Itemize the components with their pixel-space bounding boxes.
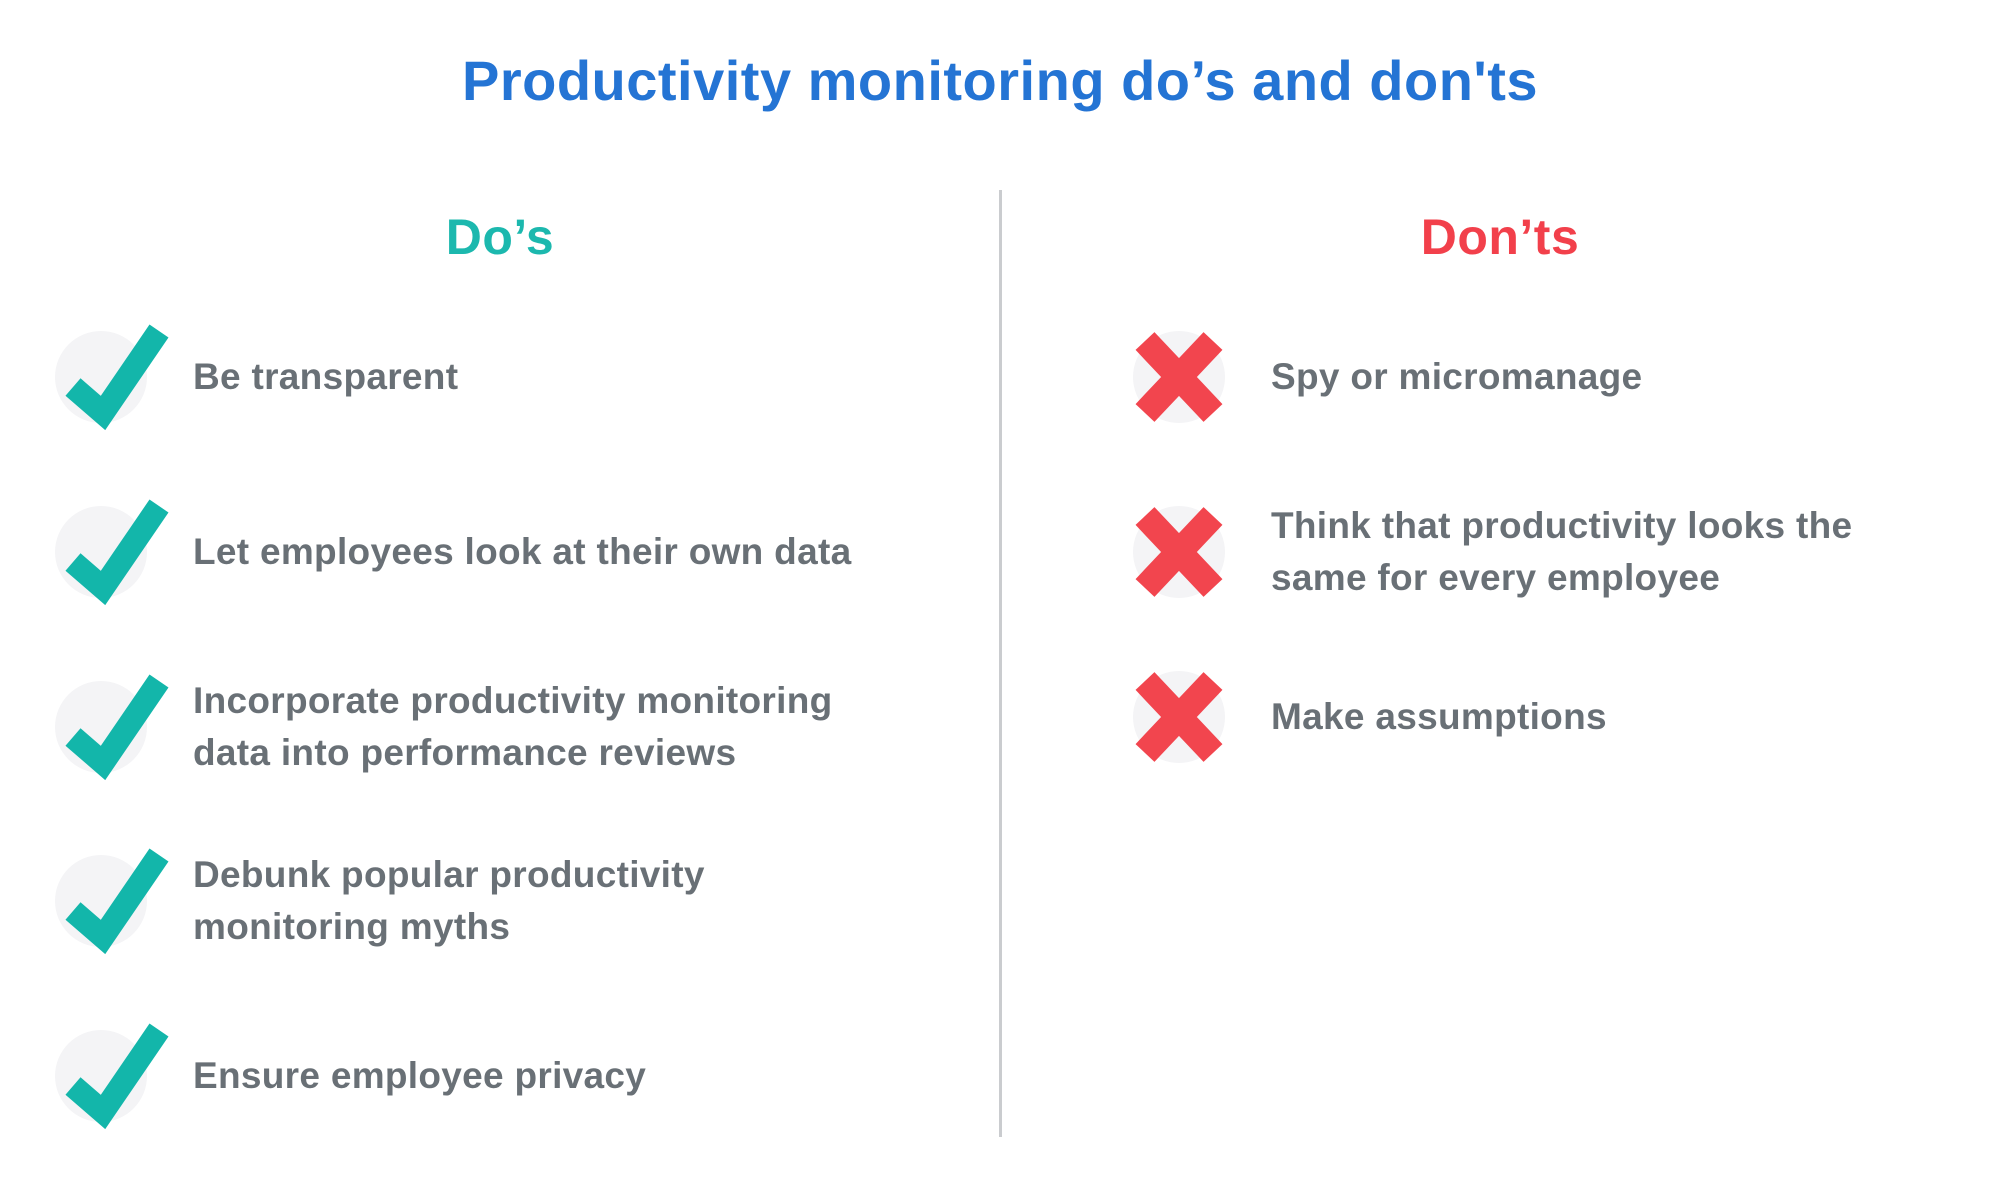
donts-item-row: Spy or micromanage xyxy=(1133,331,1642,423)
page-title: Productivity monitoring do’s and don'ts xyxy=(461,49,1539,112)
check-icon xyxy=(55,1023,169,1130)
x-icon xyxy=(1133,671,1225,763)
dos-item-label: Ensure employee privacy xyxy=(193,1055,647,1096)
dos-item-row: Incorporate productivity monitoring data… xyxy=(55,674,833,781)
dos-item-row: Ensure employee privacy xyxy=(55,1023,647,1130)
dos-item-row: Be transparent xyxy=(55,324,459,431)
check-icon xyxy=(55,674,169,781)
x-icon xyxy=(1133,506,1225,598)
dos-item-label: Be transparent xyxy=(193,356,459,397)
donts-item-label: Think that productivity looks the same f… xyxy=(1271,505,1853,598)
dos-item-row: Debunk popular productivity monitoring m… xyxy=(55,848,705,955)
check-icon xyxy=(55,324,169,431)
donts-item-label: Spy or micromanage xyxy=(1271,356,1643,397)
donts-item-row: Think that productivity looks the same f… xyxy=(1133,500,1852,604)
x-icon xyxy=(1133,331,1225,423)
dos-item-label: Incorporate productivity monitoring data… xyxy=(193,680,833,773)
dos-item-label: Let employees look at their own data xyxy=(193,531,852,572)
check-icon xyxy=(55,848,169,955)
check-icon xyxy=(55,499,169,606)
donts-item-row: Make assumptions xyxy=(1133,671,1607,763)
dos-column-header: Do’s xyxy=(445,209,555,265)
dos-item-label: Debunk popular productivity monitoring m… xyxy=(193,854,705,947)
column-divider xyxy=(999,190,1002,1137)
dos-item-row: Let employees look at their own data xyxy=(55,499,852,606)
donts-item-label: Make assumptions xyxy=(1271,696,1607,737)
donts-column-header: Don’ts xyxy=(1420,209,1580,265)
